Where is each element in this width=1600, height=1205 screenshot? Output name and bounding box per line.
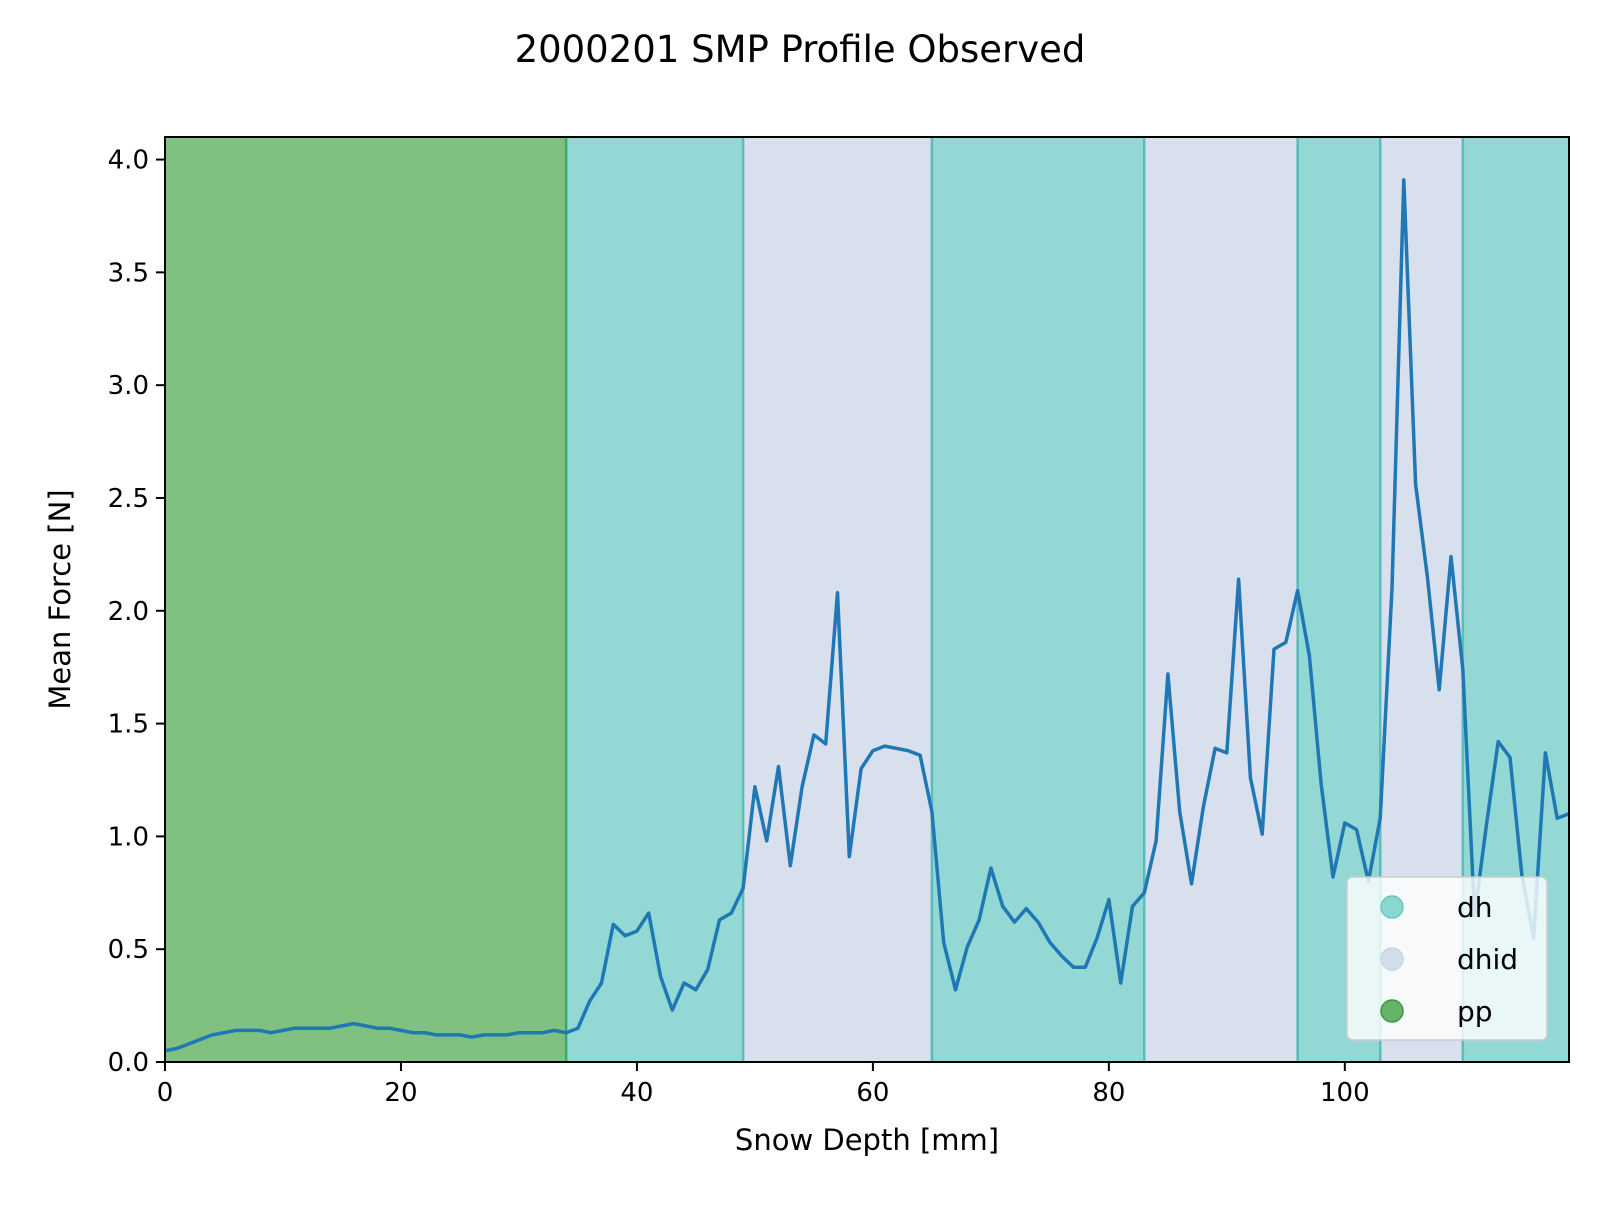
y-tick-label: 0.5	[108, 935, 149, 965]
layer-band-dhid	[1144, 137, 1298, 1062]
x-tick-label: 20	[384, 1078, 417, 1108]
plot-line-group	[164, 178, 1570, 1053]
y-tick-label: 1.0	[108, 822, 149, 852]
x-tick-label: 40	[620, 1078, 653, 1108]
legend-label-dhid: dhid	[1457, 943, 1518, 976]
y-tick-label: 3.0	[108, 371, 149, 401]
x-tick-label: 100	[1320, 1078, 1370, 1108]
y-tick-label: 2.0	[108, 597, 149, 627]
y-tick-label: 2.5	[108, 484, 149, 514]
legend-marker-dhid	[1380, 947, 1404, 971]
x-tick-label: 0	[157, 1078, 174, 1108]
layer-band-dh	[566, 137, 744, 1062]
force-series-line	[164, 178, 1570, 1053]
legend-marker-pp	[1380, 999, 1404, 1023]
y-tick-label: 1.5	[108, 710, 149, 740]
y-axis: 0.0 0.5 1.0 1.5 2.0 2.5 3.0 3.5 4.0	[108, 146, 165, 1078]
legend-box	[1346, 876, 1548, 1041]
y-tick-label: 0.0	[108, 1048, 149, 1078]
x-tick-label: 60	[856, 1078, 889, 1108]
y-axis-label: Mean Force [N]	[43, 489, 77, 709]
x-axis-label: Snow Depth [mm]	[735, 1123, 999, 1157]
x-axis: 0 20 40 60 80 100	[157, 1062, 1370, 1108]
legend-label-dh: dh	[1457, 891, 1493, 924]
layer-band-pp	[165, 137, 567, 1062]
legend-marker-dh	[1380, 895, 1404, 919]
y-tick-label: 3.5	[108, 258, 149, 288]
y-tick-label: 4.0	[108, 146, 149, 176]
x-tick-label: 80	[1092, 1078, 1125, 1108]
legend-label-pp: pp	[1457, 995, 1493, 1028]
plot-frame	[164, 136, 1570, 1063]
chart-title: 2000201 SMP Profile Observed	[514, 28, 1086, 71]
legend: dh dhid pp	[1346, 876, 1548, 1041]
layer-boundaries	[564, 137, 1465, 1062]
